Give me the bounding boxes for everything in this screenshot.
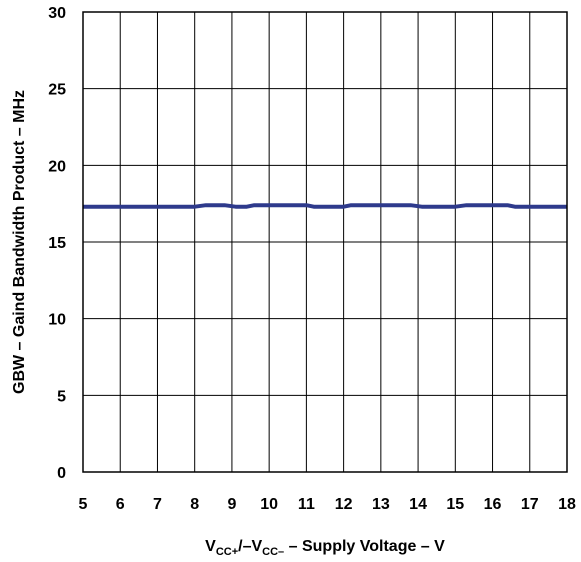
y-tick-label: 20	[48, 158, 66, 175]
x-axis-label-sub2: CC–	[262, 546, 284, 558]
y-tick-label: 5	[57, 388, 66, 405]
y-tick-label: 30	[48, 5, 66, 22]
x-tick-label: 6	[116, 496, 125, 513]
x-tick-label: 12	[335, 496, 353, 513]
x-tick-label: 11	[298, 496, 315, 513]
x-axis-label-mid: /–V	[238, 538, 262, 555]
series-lines	[83, 203, 567, 209]
x-axis-label-suffix: – Supply Voltage – V	[284, 538, 445, 555]
x-tick-label: 5	[79, 496, 88, 513]
y-tick-label: 15	[48, 235, 66, 252]
x-tick-label: 15	[446, 496, 464, 513]
x-tick-label: 16	[484, 496, 502, 513]
y-axis-label: GBW – Gaind Bandwidth Product – MHz	[11, 90, 28, 394]
x-tick-label: 18	[558, 496, 576, 513]
x-tick-label: 14	[409, 496, 427, 513]
x-tick-label: 7	[153, 496, 162, 513]
x-tick-label: 17	[521, 496, 539, 513]
grid-lines	[82, 11, 568, 473]
x-tick-labels: 5 6 7 8 9 10 11 12 13 14 15 16 17 18	[79, 496, 576, 513]
x-tick-label: 13	[372, 496, 390, 513]
y-tick-label: 10	[48, 312, 66, 329]
x-tick-label: 9	[227, 496, 236, 513]
x-axis-label-sub1: CC+	[216, 546, 238, 558]
x-tick-label: 10	[260, 496, 278, 513]
x-tick-label: 8	[190, 496, 199, 513]
x-axis-label-prefix: V	[205, 538, 216, 555]
x-axis-label: VCC+/–VCC– – Supply Voltage – V	[205, 538, 445, 558]
y-tick-label: 25	[48, 82, 66, 99]
y-tick-label: 0	[57, 465, 66, 482]
series-line	[83, 203, 567, 209]
y-tick-labels: 0 5 10 15 20 25 30	[48, 5, 66, 482]
plot-frame	[82, 11, 568, 473]
